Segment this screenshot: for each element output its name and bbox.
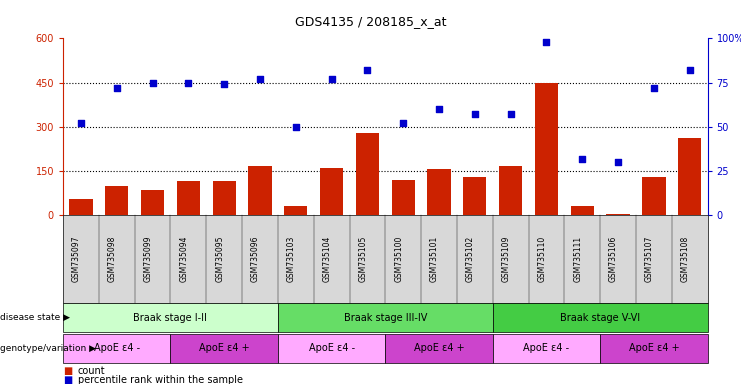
Bar	[248, 167, 272, 215]
Bar	[356, 132, 379, 215]
Point	[433, 106, 445, 112]
Text: GSM735094: GSM735094	[179, 236, 188, 283]
Bar	[213, 181, 236, 215]
Text: ApoE ε4 -: ApoE ε4 -	[308, 343, 355, 354]
Bar	[69, 199, 93, 215]
Text: GSM735104: GSM735104	[322, 236, 332, 282]
Text: ■: ■	[63, 375, 72, 384]
Text: ApoE ε4 +: ApoE ε4 +	[413, 343, 465, 354]
Bar	[571, 206, 594, 215]
Text: GSM735097: GSM735097	[72, 236, 81, 283]
Point	[576, 156, 588, 162]
Text: GSM735100: GSM735100	[394, 236, 403, 282]
Text: GSM735098: GSM735098	[107, 236, 117, 282]
Bar	[499, 167, 522, 215]
Text: ApoE ε4 +: ApoE ε4 +	[199, 343, 250, 354]
Text: ApoE ε4 -: ApoE ε4 -	[523, 343, 570, 354]
Point	[397, 120, 409, 126]
Text: Braak stage V-VI: Braak stage V-VI	[560, 313, 640, 323]
Bar	[176, 181, 200, 215]
Bar	[391, 180, 415, 215]
Bar	[284, 206, 308, 215]
Point	[110, 85, 122, 91]
Bar	[535, 83, 558, 215]
Text: percentile rank within the sample: percentile rank within the sample	[78, 375, 243, 384]
Point	[147, 79, 159, 86]
Point	[182, 79, 194, 86]
Text: GSM735111: GSM735111	[574, 236, 582, 282]
Point	[254, 76, 266, 82]
Bar	[678, 139, 702, 215]
Text: disease state ▶: disease state ▶	[0, 313, 70, 322]
Text: Braak stage III-IV: Braak stage III-IV	[344, 313, 427, 323]
Text: GSM735108: GSM735108	[681, 236, 690, 282]
Text: GSM735106: GSM735106	[609, 236, 618, 282]
Bar	[320, 168, 343, 215]
Text: GSM735109: GSM735109	[502, 236, 511, 282]
Point	[505, 111, 516, 118]
Text: GSM735107: GSM735107	[645, 236, 654, 282]
Text: GDS4135 / 208185_x_at: GDS4135 / 208185_x_at	[295, 15, 446, 28]
Text: GSM735110: GSM735110	[537, 236, 546, 282]
Text: ApoE ε4 -: ApoE ε4 -	[93, 343, 140, 354]
Point	[218, 81, 230, 88]
Bar	[463, 177, 487, 215]
Point	[684, 67, 696, 73]
Text: GSM735101: GSM735101	[430, 236, 439, 282]
Bar	[105, 185, 128, 215]
Text: GSM735102: GSM735102	[466, 236, 475, 282]
Text: GSM735095: GSM735095	[215, 236, 224, 283]
Text: GSM735103: GSM735103	[287, 236, 296, 282]
Text: ■: ■	[63, 366, 72, 376]
Text: genotype/variation ▶: genotype/variation ▶	[0, 344, 96, 353]
Point	[469, 111, 481, 118]
Text: count: count	[78, 366, 105, 376]
Point	[540, 39, 552, 45]
Text: GSM735099: GSM735099	[144, 236, 153, 283]
Bar	[642, 177, 665, 215]
Text: GSM735105: GSM735105	[359, 236, 368, 282]
Text: ApoE ε4 +: ApoE ε4 +	[628, 343, 679, 354]
Point	[648, 85, 659, 91]
Point	[612, 159, 624, 165]
Bar	[428, 169, 451, 215]
Bar	[606, 214, 630, 215]
Point	[290, 124, 302, 130]
Bar	[141, 190, 165, 215]
Text: GSM735096: GSM735096	[251, 236, 260, 283]
Point	[75, 120, 87, 126]
Point	[325, 76, 337, 82]
Point	[362, 67, 373, 73]
Text: Braak stage I-II: Braak stage I-II	[133, 313, 207, 323]
